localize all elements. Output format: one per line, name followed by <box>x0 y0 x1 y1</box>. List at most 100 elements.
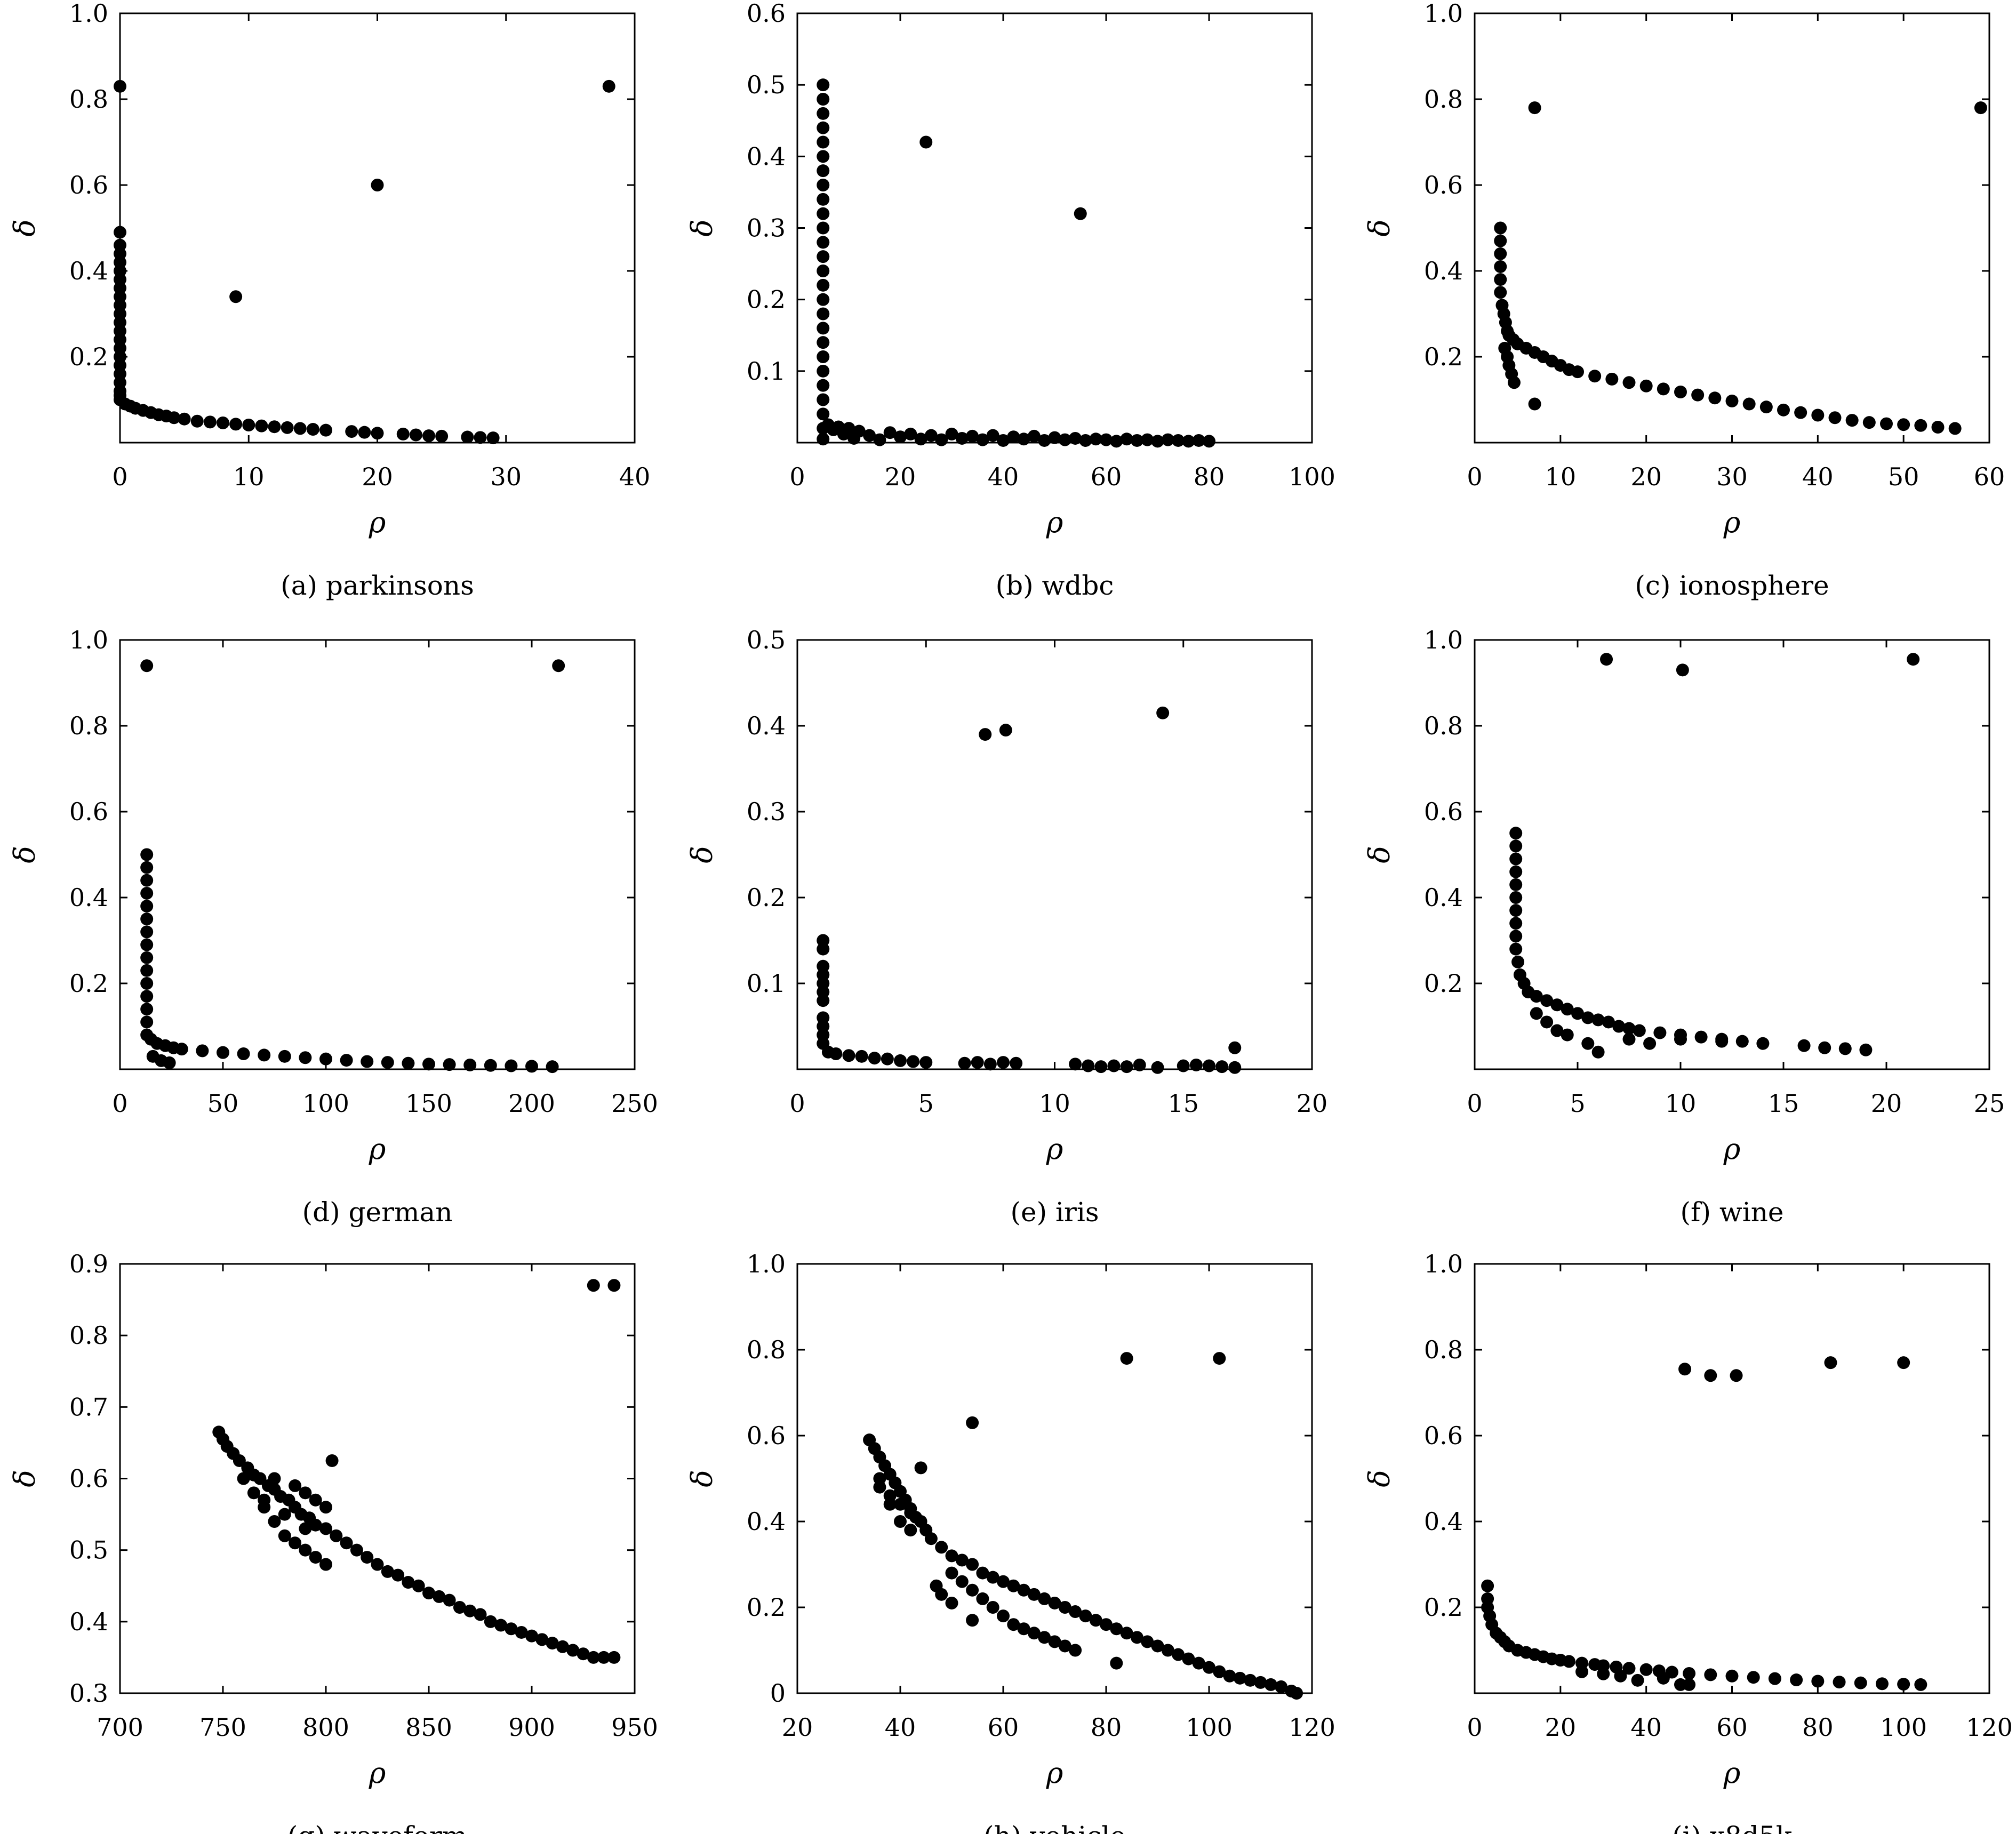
data-point <box>966 1558 979 1571</box>
subfigure-caption: (h) vehicle <box>983 1821 1126 1834</box>
y-tick-label: 0.6 <box>1424 171 1463 199</box>
data-point <box>1151 1061 1164 1074</box>
y-tick-label: 1.0 <box>1424 626 1463 654</box>
y-tick-label: 0.4 <box>747 142 786 171</box>
data-point <box>1674 386 1687 399</box>
subfigure-caption: (a) parkinsons <box>281 570 474 601</box>
data-point <box>1612 1020 1626 1033</box>
y-tick-label: 0.6 <box>747 1421 786 1450</box>
data-point <box>289 1479 302 1492</box>
data-point <box>1172 1648 1185 1661</box>
x-tick-label: 100 <box>1289 462 1335 491</box>
x-tick-label: 0 <box>112 1089 127 1118</box>
data-point <box>1562 1655 1575 1668</box>
data-point <box>1715 1035 1729 1048</box>
data-point <box>486 431 500 445</box>
y-tick-label: 0.4 <box>747 1507 786 1536</box>
data-point <box>242 418 255 431</box>
data-point <box>1151 1639 1164 1653</box>
data-point <box>1509 930 1523 943</box>
data-point <box>1591 1013 1605 1027</box>
data-point <box>935 433 948 446</box>
data-point <box>463 1058 477 1071</box>
data-point <box>402 1056 415 1070</box>
data-point <box>1120 433 1133 446</box>
data-point <box>842 1049 855 1062</box>
data-point <box>140 886 154 900</box>
data-point <box>1100 433 1113 446</box>
data-point <box>1010 1056 1023 1070</box>
data-point <box>1794 406 1807 419</box>
data-point <box>258 1493 271 1507</box>
x-axis-label: ρ <box>1046 506 1063 539</box>
x-tick-label: 50 <box>1888 462 1919 491</box>
data-point <box>1120 1352 1133 1365</box>
data-point <box>1509 839 1523 853</box>
plot-frame <box>119 1263 636 1694</box>
y-tick-label: 0.1 <box>747 357 786 386</box>
x-tick-label: 40 <box>885 1713 916 1742</box>
data-point <box>255 419 268 433</box>
data-point <box>894 1515 907 1528</box>
data-point <box>340 1536 353 1550</box>
data-point <box>1859 1043 1873 1056</box>
data-point <box>986 429 999 442</box>
data-point <box>1254 1676 1267 1689</box>
y-tick-label: 0.2 <box>747 883 786 912</box>
data-point <box>443 1593 456 1607</box>
data-point <box>233 1454 246 1467</box>
data-point <box>1747 1671 1760 1684</box>
y-tick-label: 0.8 <box>69 85 108 114</box>
data-point <box>983 1058 997 1071</box>
data-point <box>1704 1369 1717 1382</box>
data-point <box>1735 1035 1749 1048</box>
data-point <box>979 728 992 741</box>
y-tick-label: 0.8 <box>69 1321 108 1350</box>
y-tick-label: 0.4 <box>1424 1507 1463 1536</box>
x-tick-label: 0 <box>1467 1713 1482 1742</box>
data-point <box>1172 434 1185 447</box>
data-point <box>1213 1352 1226 1365</box>
data-point <box>1897 1678 1910 1691</box>
data-point <box>299 1543 312 1557</box>
y-tick-label: 0.6 <box>1424 1421 1463 1450</box>
x-tick-label: 20 <box>1871 1089 1902 1118</box>
data-point <box>817 107 830 120</box>
data-point <box>1597 1667 1610 1680</box>
data-point <box>817 393 830 406</box>
panel-3: 0 10 20 30 40 50 60 0.2 0.4 0.6 0.8 1.0 ρ δ (c) ionosp… <box>1363 0 2005 601</box>
x-tick-label: 30 <box>490 462 522 491</box>
data-point <box>217 1046 229 1059</box>
data-point <box>976 1592 989 1605</box>
y-tick-label: 0.1 <box>747 969 786 998</box>
data-point <box>278 1050 291 1063</box>
data-point <box>1509 917 1523 930</box>
data-point <box>971 1056 984 1069</box>
data-point <box>229 290 243 303</box>
data-point <box>881 1052 894 1066</box>
data-point <box>299 1051 312 1064</box>
y-tick-label: 0.8 <box>747 1335 786 1364</box>
data-point <box>433 1590 446 1603</box>
data-point <box>999 724 1012 737</box>
data-point <box>556 1640 569 1653</box>
data-point <box>1110 1622 1123 1636</box>
panel-2: 0 20 40 60 80 100 0.1 0.2 0.3 0.4 0.5 0.6 ρ δ (b) wdbc <box>685 0 1335 601</box>
x-tick-label: 120 <box>1289 1713 1335 1742</box>
data-point <box>1591 1045 1605 1059</box>
data-point <box>997 1609 1010 1623</box>
data-point <box>883 1497 897 1511</box>
x-tick-label: 150 <box>405 1089 452 1118</box>
data-point <box>817 164 830 178</box>
data-point <box>1511 955 1525 968</box>
data-point <box>1203 1059 1215 1072</box>
data-point <box>587 1651 600 1664</box>
y-tick-label: 0.4 <box>747 711 786 740</box>
data-point <box>268 1472 281 1485</box>
data-point <box>140 874 154 887</box>
data-point <box>602 79 615 93</box>
data-point <box>289 1536 302 1550</box>
x-tick-label: 0 <box>789 1089 805 1118</box>
data-point <box>361 1055 374 1068</box>
